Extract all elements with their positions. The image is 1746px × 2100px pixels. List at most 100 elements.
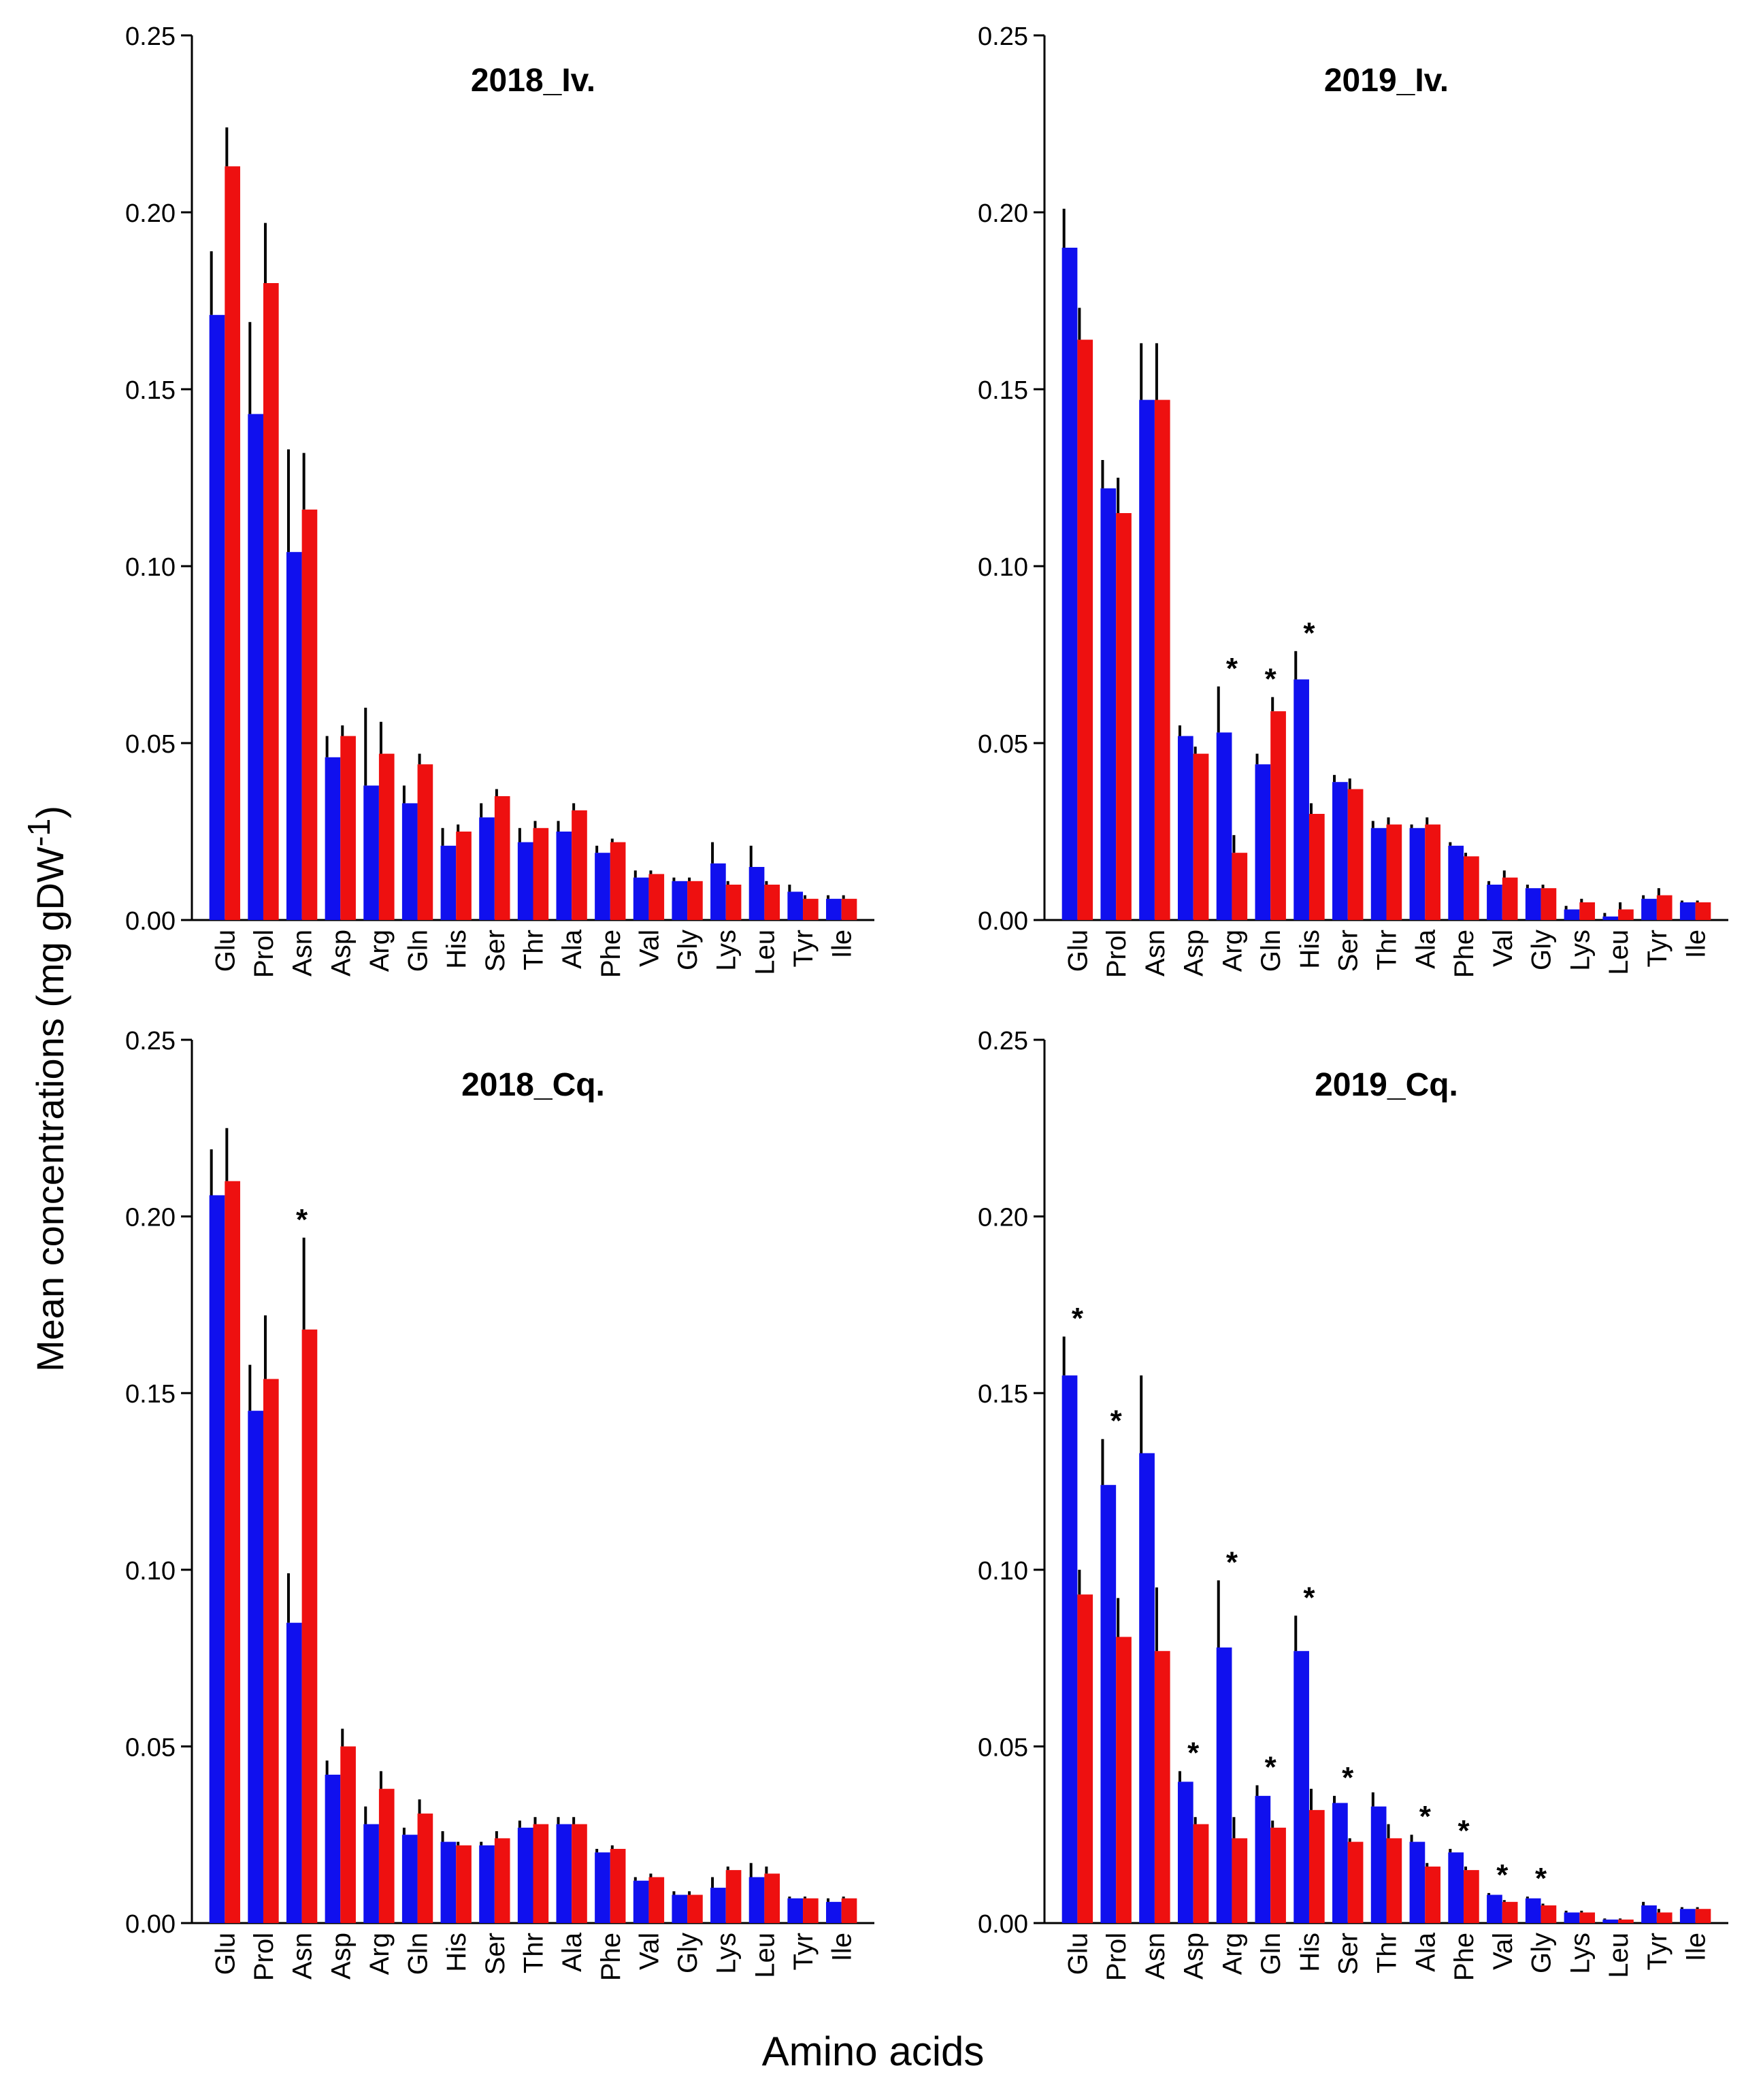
bar-His-red bbox=[1308, 814, 1325, 920]
bar-Asn-blue bbox=[286, 552, 302, 920]
x-tick-label-Phe: Phe bbox=[596, 1933, 626, 1981]
y-tick-label: 0.15 bbox=[978, 1380, 1028, 1409]
panel-2019_Cq.: 0.00 0.05 0.10 0.15 0.20 0.25 2019_Cq. * Glu * Pro… bbox=[978, 1027, 1728, 1981]
bar-Ile-blue bbox=[1679, 1909, 1696, 1923]
bar-Gln-blue bbox=[401, 1835, 418, 1923]
x-tick-label-Thr: Thr bbox=[1372, 930, 1402, 970]
bar-Gly-blue bbox=[1525, 888, 1541, 920]
bar-Ile-blue bbox=[1679, 902, 1696, 920]
bar-Ser-red bbox=[1347, 789, 1364, 920]
bar-Thr-red bbox=[1386, 824, 1402, 920]
panel-2018_Iv.: 0.00 0.05 0.10 0.15 0.20 0.25 2018_Iv. Glu Prol A… bbox=[125, 22, 874, 978]
x-tick-label-Tyr: Tyr bbox=[789, 930, 819, 968]
x-tick-label-Asp: Asp bbox=[326, 1933, 356, 1980]
x-tick-label-Ala: Ala bbox=[557, 1932, 587, 1972]
bar-Arg-red bbox=[378, 1788, 395, 1923]
bar-Prol-red bbox=[1116, 1637, 1132, 1923]
y-tick-label: 0.25 bbox=[978, 22, 1028, 51]
bar-Ser-red bbox=[494, 1838, 510, 1923]
bar-Leu-red bbox=[1618, 1919, 1634, 1923]
x-tick-label-Tyr: Tyr bbox=[1643, 1933, 1673, 1971]
y-tick-label: 0.00 bbox=[125, 1910, 176, 1939]
x-tick-label-Prol: Prol bbox=[249, 930, 279, 978]
x-tick-label-Glu: Glu bbox=[210, 930, 240, 972]
y-tick-label: 0.20 bbox=[125, 199, 176, 228]
bar-Ala-red bbox=[572, 1824, 587, 1923]
panel-2018_Cq.: 0.00 0.05 0.10 0.15 0.20 0.25 2018_Cq. Glu Prol *… bbox=[125, 1027, 874, 1981]
y-axis-label: Mean concentrations (mg gDW-1) bbox=[21, 805, 71, 1373]
bar-Asn-red bbox=[301, 1329, 318, 1923]
bar-Ser-blue bbox=[1332, 1803, 1348, 1923]
bar-Lys-blue bbox=[1564, 1912, 1580, 1923]
y-tick-label: 0.10 bbox=[978, 553, 1028, 582]
bar-Ser-blue bbox=[1332, 782, 1348, 920]
x-tick-label-His: His bbox=[1295, 930, 1325, 969]
bar-Leu-red bbox=[764, 885, 780, 920]
bar-Gly-blue bbox=[1525, 1898, 1541, 1923]
x-tick-label-Gly: Gly bbox=[1527, 1933, 1557, 1973]
x-tick-label-His: His bbox=[442, 1933, 472, 1972]
bar-Val-blue bbox=[633, 1880, 649, 1923]
bar-Ile-red bbox=[1695, 902, 1711, 920]
x-tick-label-Gln: Gln bbox=[403, 930, 433, 972]
significance-Gln: * bbox=[1265, 1751, 1277, 1784]
x-tick-label-His: His bbox=[1295, 1933, 1325, 1972]
y-tick-label: 0.20 bbox=[125, 1204, 176, 1232]
bar-Phe-blue bbox=[595, 1852, 610, 1923]
x-tick-label-His: His bbox=[442, 930, 472, 969]
x-tick-label-Prol: Prol bbox=[249, 1933, 279, 1981]
bar-His-red bbox=[456, 832, 472, 920]
x-tick-label-Prol: Prol bbox=[1102, 930, 1132, 978]
x-tick-label-Phe: Phe bbox=[596, 930, 626, 978]
y-tick-label: 0.25 bbox=[125, 1027, 176, 1055]
bar-Asp-red bbox=[340, 736, 356, 920]
x-tick-label-Ala: Ala bbox=[557, 929, 587, 969]
y-tick-label: 0.00 bbox=[978, 907, 1028, 936]
bar-Lys-blue bbox=[710, 863, 726, 920]
x-tick-label-Glu: Glu bbox=[210, 1933, 240, 1975]
bar-Val-blue bbox=[1487, 1894, 1502, 1923]
x-tick-label-Asp: Asp bbox=[326, 930, 356, 977]
x-tick-label-Leu: Leu bbox=[1604, 930, 1634, 975]
x-tick-label-Ile: Ile bbox=[827, 930, 857, 958]
panel-2019_Iv.: 0.00 0.05 0.10 0.15 0.20 0.25 2019_Iv. Glu Prol A… bbox=[978, 22, 1728, 978]
bar-Asn-red bbox=[1154, 1651, 1170, 1923]
bar-Ala-red bbox=[1425, 1866, 1440, 1923]
bar-Lys-red bbox=[1579, 902, 1596, 920]
bar-Arg-blue bbox=[363, 785, 379, 920]
x-tick-label-Gln: Gln bbox=[403, 1933, 433, 1975]
bar-Gln-blue bbox=[1255, 764, 1271, 920]
x-tick-label-Asp: Asp bbox=[1179, 1933, 1209, 1980]
bar-Prol-blue bbox=[1100, 488, 1117, 920]
bar-Tyr-blue bbox=[787, 891, 804, 920]
x-tick-label-Gln: Gln bbox=[1256, 930, 1286, 972]
y-tick-label: 0.25 bbox=[125, 22, 176, 51]
bar-Prol-red bbox=[263, 1379, 279, 1923]
bar-Asn-red bbox=[1154, 399, 1170, 920]
x-tick-label-Asn: Asn bbox=[288, 1933, 318, 1980]
significance-Glu: * bbox=[1072, 1302, 1084, 1335]
x-tick-label-Val: Val bbox=[1488, 1933, 1518, 1970]
bar-Ile-red bbox=[841, 898, 857, 920]
bar-His-blue bbox=[440, 1841, 457, 1923]
bar-Prol-blue bbox=[248, 1411, 263, 1923]
significance-Gly: * bbox=[1535, 1862, 1547, 1895]
significance-Val: * bbox=[1496, 1858, 1509, 1892]
bar-Asn-red bbox=[301, 509, 318, 920]
bar-Asn-blue bbox=[1139, 399, 1155, 920]
bar-Gln-red bbox=[417, 764, 433, 920]
bar-Lys-blue bbox=[710, 1888, 726, 1923]
bar-Lys-blue bbox=[1564, 909, 1580, 920]
x-tick-label-Ser: Ser bbox=[480, 930, 510, 972]
significance-His: * bbox=[1303, 617, 1315, 650]
y-tick-label: 0.10 bbox=[978, 1557, 1028, 1586]
bar-Leu-red bbox=[1618, 909, 1634, 920]
bar-Gln-blue bbox=[1255, 1796, 1271, 1923]
bar-Ile-red bbox=[1695, 1909, 1711, 1923]
bar-Val-blue bbox=[1487, 885, 1502, 920]
bar-Ala-blue bbox=[1409, 827, 1426, 920]
bar-Glu-blue bbox=[209, 1195, 225, 1923]
bar-Gly-blue bbox=[672, 1894, 688, 1923]
bar-Val-red bbox=[648, 874, 665, 920]
bar-Ala-red bbox=[572, 810, 587, 920]
